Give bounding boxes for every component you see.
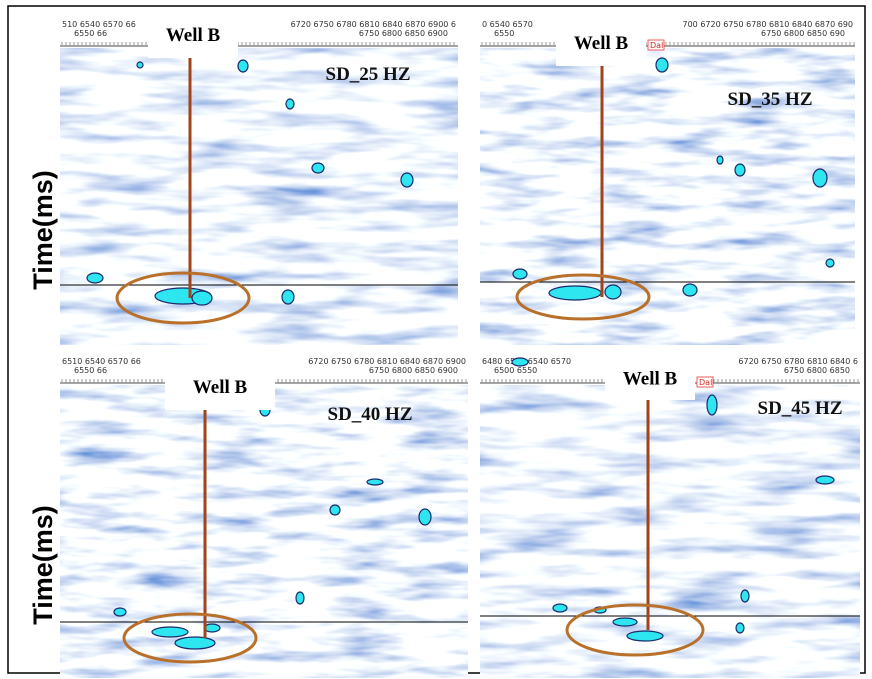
amplitude-anomaly xyxy=(136,61,144,69)
well-label-box xyxy=(148,10,238,58)
tick-labels: 510 6540 6570 66 xyxy=(62,20,136,29)
amplitude-anomaly xyxy=(151,626,189,638)
amplitude-anomaly xyxy=(734,163,746,177)
y-axis-label: Time(ms) xyxy=(28,505,58,625)
tick-labels: 6550 66 xyxy=(74,366,107,375)
tick-labels: 6720 6750 6780 6810 6840 6870 6900 xyxy=(308,357,466,366)
amplitude-anomaly xyxy=(511,357,529,367)
panel-title: SD_25 HZ xyxy=(326,64,411,85)
tag: Dal xyxy=(699,378,712,387)
amplitude-anomaly xyxy=(191,290,213,306)
amplitude-anomaly xyxy=(237,59,249,73)
tag-box xyxy=(696,376,714,388)
panel-title: SD_45 HZ xyxy=(758,398,843,419)
well-label: Well B xyxy=(623,369,678,390)
seismic-image xyxy=(480,46,855,345)
amplitude-anomaly xyxy=(552,603,568,613)
amplitude-anomaly xyxy=(612,617,638,627)
target-ellipse xyxy=(565,603,705,657)
tick-labels: 6750 6800 6850 6900 xyxy=(369,366,458,375)
target-ellipse xyxy=(115,271,251,325)
amplitude-anomaly xyxy=(716,155,724,165)
amplitude-anomaly xyxy=(706,394,718,416)
amplitude-anomaly xyxy=(626,630,664,642)
amplitude-anomaly xyxy=(735,622,745,634)
well-label: Well B xyxy=(574,33,629,54)
amplitude-anomaly xyxy=(815,475,835,485)
amplitude-anomaly xyxy=(174,636,216,650)
well-label-box xyxy=(165,362,275,410)
amplitude-anomaly xyxy=(400,172,414,188)
amplitude-anomaly xyxy=(740,589,750,603)
amplitude-anomaly xyxy=(812,168,828,188)
tag-box xyxy=(647,39,665,51)
well-label-box xyxy=(605,355,695,400)
tick-labels: 6750 6800 6850 6900 xyxy=(359,29,448,38)
tick-labels: 6750 6800 6850 690 xyxy=(761,29,845,38)
panel-title: SD_35 HZ xyxy=(728,89,813,110)
amplitude-anomaly xyxy=(418,508,432,526)
amplitude-anomaly xyxy=(329,504,341,516)
amplitude-anomaly xyxy=(281,289,295,305)
amplitude-anomaly xyxy=(825,258,835,268)
ruler-band xyxy=(480,18,855,48)
well-label-box xyxy=(556,18,646,66)
tick-labels: 6720 6750 6780 6810 6840 6 xyxy=(738,357,858,366)
seismic-image xyxy=(480,383,860,678)
tick-labels: 6550 xyxy=(494,29,514,38)
tick-labels: 0 6540 6570 xyxy=(482,20,533,29)
tick-labels: 6750 6800 6850 xyxy=(784,366,850,375)
tick-labels: 6510 6540 6570 66 xyxy=(62,357,141,366)
well-label: Well B xyxy=(193,377,248,398)
tick-labels: 6720 6750 6780 6810 6840 6870 6900 6 xyxy=(291,20,456,29)
amplitude-anomaly xyxy=(682,283,698,297)
seismic-image xyxy=(60,46,458,345)
amplitude-anomaly xyxy=(113,607,127,617)
target-ellipse xyxy=(122,612,258,664)
ruler-band xyxy=(60,18,458,48)
amplitude-anomaly xyxy=(285,98,295,110)
panel-title: SD_40 HZ xyxy=(328,404,413,425)
y-axis-label: Time(ms) xyxy=(28,170,58,290)
tag: Dal xyxy=(650,41,663,50)
amplitude-anomaly xyxy=(655,57,669,73)
seismic-image xyxy=(60,383,468,678)
tick-labels: 6500 6550 xyxy=(494,366,537,375)
amplitude-anomaly xyxy=(311,162,325,174)
tick-labels: 700 6720 6750 6780 6810 6840 6870 690 xyxy=(683,20,854,29)
tick-labels: 6550 66 xyxy=(74,29,107,38)
amplitude-anomaly xyxy=(512,268,528,280)
amplitude-anomaly xyxy=(295,591,305,605)
amplitude-anomaly xyxy=(604,284,622,300)
target-ellipse xyxy=(515,273,651,321)
amplitude-anomaly xyxy=(366,478,384,486)
amplitude-anomaly xyxy=(86,272,104,284)
well-label: Well B xyxy=(166,25,221,46)
amplitude-anomaly xyxy=(548,285,602,301)
